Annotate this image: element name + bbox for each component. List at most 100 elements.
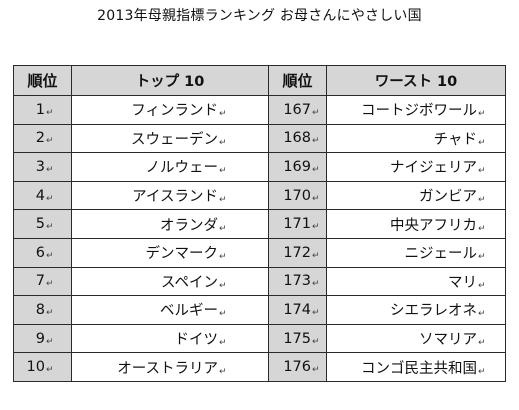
top-rank-cell-text: 1 bbox=[35, 101, 45, 118]
top-rank-cell-text: 9 bbox=[35, 330, 45, 347]
top-rank-cell: 9↵ bbox=[13, 323, 72, 354]
top-country-cell-text: スペイン bbox=[161, 274, 218, 291]
top-country-cell: オランダ↵ bbox=[71, 209, 269, 239]
table-row: 10↵ オーストラリア↵ 176↵ コンゴ民主共和国↵ bbox=[13, 352, 506, 382]
worst-country-cell-text: シエラレオネ bbox=[390, 303, 477, 320]
paragraph-mark-icon: ↵ bbox=[46, 222, 54, 233]
paragraph-mark-icon: ↵ bbox=[46, 250, 54, 261]
table-row: 8↵ ベルギー↵ 174↵ シエラレオネ↵ bbox=[13, 295, 506, 325]
worst-country-cell-text: コートジボワール bbox=[361, 103, 477, 120]
page-title: 2013年母親指標ランキング お母さんにやさしい国 bbox=[97, 8, 422, 24]
header-worst-10: ワースト 10 bbox=[326, 65, 506, 96]
paragraph-mark-icon: ↵ bbox=[312, 107, 320, 118]
top-rank-cell-text: 7 bbox=[35, 273, 45, 290]
paragraph-mark-icon: ↵ bbox=[46, 136, 54, 147]
paragraph-mark-icon: ↵ bbox=[478, 366, 486, 377]
top-rank-cell-text: 5 bbox=[35, 216, 45, 233]
paragraph-mark-icon: ↵ bbox=[312, 193, 320, 204]
header-rank: 順位 bbox=[13, 65, 72, 96]
top-country-cell-text: ドイツ bbox=[174, 332, 219, 349]
table-row: 1↵ フィンランド↵ 167↵ コートジボワール↵ bbox=[13, 95, 506, 125]
paragraph-mark-icon: ↵ bbox=[219, 280, 227, 291]
top-rank-cell: 7↵ bbox=[13, 266, 72, 297]
table-row: 2↵ スウェーデン↵ 168↵ チャド↵ bbox=[13, 123, 506, 154]
top-rank-cell-text: 2 bbox=[35, 130, 45, 147]
worst-rank-cell: 168↵ bbox=[268, 123, 327, 154]
top-country-cell: アイスランド↵ bbox=[71, 180, 269, 211]
worst-country-cell: コートジボワール↵ bbox=[326, 95, 506, 125]
paragraph-mark-icon: ↵ bbox=[46, 279, 54, 290]
paragraph-mark-icon: ↵ bbox=[312, 250, 320, 261]
paragraph-mark-icon: ↵ bbox=[219, 109, 227, 120]
paragraph-mark-icon: ↵ bbox=[312, 279, 320, 290]
table-row: 6↵ デンマーク↵ 172↵ ニジェール↵ bbox=[13, 237, 506, 268]
paragraph-mark-icon: ↵ bbox=[478, 223, 486, 234]
worst-rank-cell-text: 175 bbox=[283, 330, 311, 347]
worst-country-cell: ナイジェリア↵ bbox=[326, 152, 506, 182]
top-rank-cell-text: 4 bbox=[35, 187, 45, 204]
paragraph-mark-icon: ↵ bbox=[312, 307, 320, 318]
worst-country-cell: コンゴ民主共和国↵ bbox=[326, 352, 506, 382]
worst-rank-cell-text: 171 bbox=[283, 216, 311, 233]
top-rank-cell: 10↵ bbox=[13, 352, 72, 382]
top-rank-cell: 5↵ bbox=[13, 209, 72, 239]
paragraph-mark-icon: ↵ bbox=[478, 166, 486, 177]
worst-country-cell: 中央アフリカ↵ bbox=[326, 209, 506, 239]
worst-rank-cell-text: 176 bbox=[283, 359, 311, 376]
worst-rank-cell-text: 167 bbox=[283, 101, 311, 118]
top-country-cell-text: スウェーデン bbox=[131, 131, 218, 148]
top-rank-cell: 4↵ bbox=[13, 180, 72, 211]
paragraph-mark-icon: ↵ bbox=[312, 136, 320, 147]
paragraph-mark-icon: ↵ bbox=[219, 338, 227, 349]
top-country-cell-text: フィンランド bbox=[131, 103, 218, 120]
top-country-cell: オーストラリア↵ bbox=[71, 352, 269, 382]
paragraph-mark-icon: ↵ bbox=[478, 338, 486, 349]
top-rank-cell: 6↵ bbox=[13, 237, 72, 268]
paragraph-mark-icon: ↵ bbox=[312, 164, 320, 175]
worst-country-cell-text: ガンビア bbox=[419, 189, 477, 206]
worst-rank-cell-text: 168 bbox=[283, 130, 311, 147]
worst-rank-cell: 172↵ bbox=[268, 237, 327, 268]
worst-rank-cell-text: 174 bbox=[283, 301, 311, 318]
worst-rank-cell-text: 169 bbox=[283, 158, 311, 175]
paragraph-mark-icon: ↵ bbox=[478, 137, 486, 148]
worst-rank-cell: 167↵ bbox=[268, 95, 327, 125]
top-country-cell: デンマーク↵ bbox=[71, 237, 269, 268]
top-rank-cell: 8↵ bbox=[13, 295, 72, 325]
table-row: 7↵ スペイン↵ 173↵ マリ↵ bbox=[13, 266, 506, 297]
header-top-10: トップ 10 bbox=[71, 65, 269, 96]
worst-rank-cell-text: 172 bbox=[283, 244, 311, 261]
top-country-cell: ベルギー↵ bbox=[71, 295, 269, 325]
paragraph-mark-icon: ↵ bbox=[312, 365, 320, 376]
worst-rank-cell: 169↵ bbox=[268, 152, 327, 182]
worst-rank-cell: 174↵ bbox=[268, 295, 327, 325]
paragraph-mark-icon: ↵ bbox=[478, 195, 486, 206]
top-rank-cell-text: 6 bbox=[35, 244, 45, 261]
top-country-cell-text: デンマーク bbox=[145, 246, 219, 263]
paragraph-mark-icon: ↵ bbox=[219, 195, 227, 206]
table-body: 1↵ フィンランド↵ 167↵ コートジボワール↵ 2↵ スウェーデン↵ 168↵ チャド↵ 3… bbox=[13, 95, 506, 382]
paragraph-mark-icon: ↵ bbox=[219, 166, 227, 177]
top-country-cell: スペイン↵ bbox=[71, 266, 269, 297]
top-country-cell: ドイツ↵ bbox=[71, 323, 269, 354]
table-header-row: 順位 トップ 10 順位 ワースト 10 bbox=[13, 65, 506, 96]
worst-country-cell: ガンビア↵ bbox=[326, 180, 506, 211]
worst-country-cell: ニジェール↵ bbox=[326, 237, 506, 268]
worst-rank-cell: 170↵ bbox=[268, 180, 327, 211]
top-country-cell-text: オランダ bbox=[160, 217, 218, 234]
worst-country-cell-text: コンゴ民主共和国 bbox=[361, 360, 477, 377]
worst-country-cell-text: チャド bbox=[433, 131, 477, 148]
top-country-cell: フィンランド↵ bbox=[71, 95, 269, 125]
paragraph-mark-icon: ↵ bbox=[46, 107, 54, 118]
top-country-cell-text: アイスランド bbox=[132, 189, 218, 206]
paragraph-mark-icon: ↵ bbox=[46, 307, 54, 318]
table-row: 4↵ アイスランド↵ 170↵ ガンビア↵ bbox=[13, 180, 506, 211]
paragraph-mark-icon: ↵ bbox=[478, 252, 486, 263]
top-rank-cell-text: 3 bbox=[35, 158, 45, 175]
ranking-table: 順位 トップ 10 順位 ワースト 10 1↵ フィンランド↵ 167↵ コートジボワ… bbox=[13, 65, 506, 382]
paragraph-mark-icon: ↵ bbox=[478, 280, 486, 291]
worst-rank-cell: 175↵ bbox=[268, 323, 327, 354]
paragraph-mark-icon: ↵ bbox=[312, 222, 320, 233]
paragraph-mark-icon: ↵ bbox=[312, 336, 320, 347]
paragraph-mark-icon: ↵ bbox=[219, 309, 227, 320]
